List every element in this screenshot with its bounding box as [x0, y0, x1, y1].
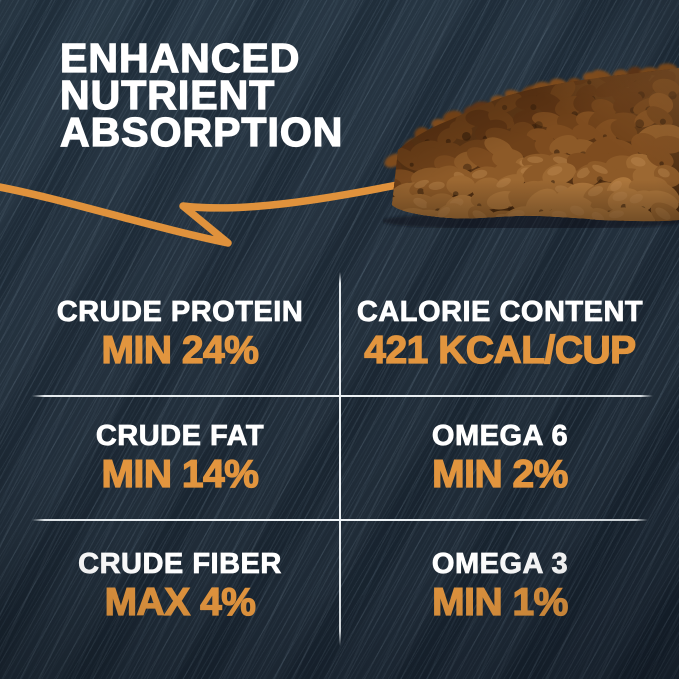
stat-value: MIN 2%: [431, 453, 569, 496]
stat-value: MIN 24%: [101, 329, 260, 372]
grid-divider-horizontal-1: [32, 395, 653, 397]
arrow-swoosh-icon: [0, 180, 406, 247]
stat-label: CRUDE FAT: [95, 420, 265, 453]
stat-label: CALORIE CONTENT: [356, 296, 644, 329]
grid-divider-horizontal-2: [32, 519, 648, 521]
headline-line-2: NUTRIENT: [59, 72, 276, 118]
kibble-pile-photo: [383, 63, 679, 228]
stat-calorie-content: CALORIE CONTENT 421 KCAL/CUP: [350, 296, 650, 372]
stat-crude-protein: CRUDE PROTEIN MIN 24%: [30, 296, 330, 372]
stat-value: 421 KCAL/CUP: [364, 329, 637, 372]
headline: ENHANCED NUTRIENT ABSORPTION: [59, 35, 344, 155]
stat-label: CRUDE PROTEIN: [56, 296, 304, 329]
stat-crude-fat: CRUDE FAT MIN 14%: [30, 420, 330, 496]
headline-line-1: ENHANCED: [59, 35, 301, 81]
stat-omega-6: OMEGA 6 MIN 2%: [350, 420, 650, 496]
stat-label: CRUDE FIBER: [78, 548, 282, 581]
stat-value: MIN 1%: [431, 581, 569, 624]
stat-label: OMEGA 6: [431, 420, 569, 453]
grid-divider-vertical: [339, 272, 341, 646]
stat-value: MAX 4%: [104, 581, 257, 624]
stat-value: MIN 14%: [101, 453, 260, 496]
stat-omega-3: OMEGA 3 MIN 1%: [350, 548, 650, 624]
stat-label: OMEGA 3: [431, 548, 569, 581]
headline-line-3: ABSORPTION: [59, 109, 344, 155]
stat-crude-fiber: CRUDE FIBER MAX 4%: [30, 548, 330, 624]
